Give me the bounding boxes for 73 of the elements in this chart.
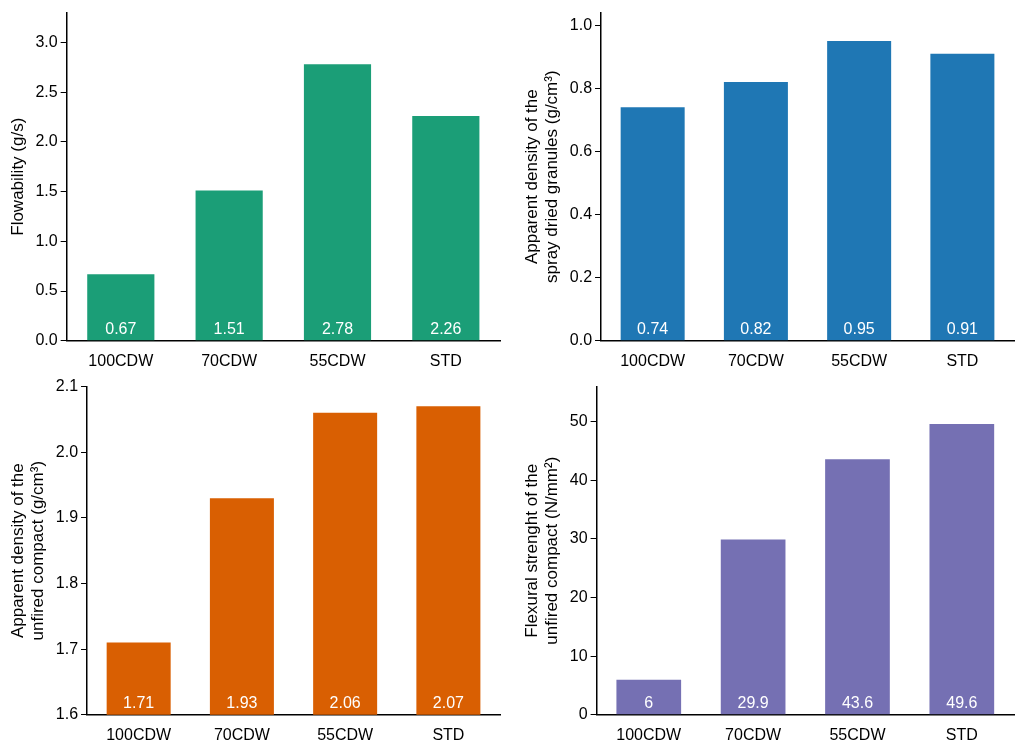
x-tick-label: 70CDW xyxy=(201,351,259,369)
y-tick-label: 0.0 xyxy=(569,331,593,349)
y-tick-label: 1.6 xyxy=(55,705,79,723)
bar xyxy=(412,116,480,341)
x-tick-label: 70CDW xyxy=(213,725,271,743)
data-label: 29.9 xyxy=(737,694,769,712)
y-tick-label: 2.5 xyxy=(35,82,58,100)
y-tick-label: 1.5 xyxy=(35,182,58,200)
y-tick-label: 0.8 xyxy=(569,78,593,96)
x-tick-label: STD xyxy=(432,725,465,743)
x-tick-label: STD xyxy=(429,351,462,369)
y-axis-title: Flexural strenght of the unfired compact (N/mm²) xyxy=(521,456,562,645)
data-label: 0.82 xyxy=(740,320,772,338)
y-tick-label: 0 xyxy=(578,705,588,723)
y-tick-label: 10 xyxy=(569,646,588,664)
y-tick-label: 1.7 xyxy=(55,639,79,657)
y-tick-label: 3.0 xyxy=(35,32,58,50)
data-label: 1.71 xyxy=(123,694,155,712)
bar xyxy=(723,82,788,341)
data-label: 0.74 xyxy=(637,320,669,338)
bar xyxy=(929,424,995,715)
bar xyxy=(930,53,995,341)
data-label: 2.06 xyxy=(329,694,361,712)
y-tick-label: 0.4 xyxy=(569,204,593,222)
x-tick-label: 100CDW xyxy=(616,725,683,743)
y-axis-title: Flowability (g/s) xyxy=(7,117,27,236)
data-label: 6 xyxy=(644,694,654,712)
x-tick-label: 70CDW xyxy=(725,725,783,743)
bar xyxy=(620,107,685,341)
data-label: 1.93 xyxy=(226,694,258,712)
data-label: 43.6 xyxy=(841,694,874,712)
x-tick-label: 100CDW xyxy=(106,725,173,743)
x-tick-label: 55CDW xyxy=(309,351,367,369)
data-label: 2.78 xyxy=(321,320,354,338)
x-tick-label: STD xyxy=(946,351,979,369)
bar xyxy=(87,274,155,341)
bar xyxy=(303,64,372,341)
x-tick-label: 70CDW xyxy=(727,351,785,369)
y-tick-label: 40 xyxy=(569,470,588,488)
bar xyxy=(827,41,892,341)
x-tick-label: STD xyxy=(945,725,978,743)
x-tick-label: 55CDW xyxy=(829,725,887,743)
y-tick-label: 0.6 xyxy=(569,141,593,159)
x-tick-label: 55CDW xyxy=(831,351,889,369)
data-label: 0.95 xyxy=(843,320,875,338)
y-tick-label: 50 xyxy=(569,412,588,430)
y-tick-label: 1.8 xyxy=(55,573,79,591)
bar xyxy=(720,539,786,715)
data-label: 2.07 xyxy=(432,694,465,712)
bar xyxy=(616,679,682,715)
y-tick-label: 0.5 xyxy=(35,281,58,299)
y-tick-label: 0.2 xyxy=(569,268,593,286)
x-tick-label: 55CDW xyxy=(317,725,375,743)
y-tick-label: 0.0 xyxy=(35,331,58,349)
y-tick-label: 20 xyxy=(569,587,588,605)
y-tick-label: 2.1 xyxy=(55,377,79,395)
bar xyxy=(195,190,263,341)
y-tick-label: 1.9 xyxy=(55,508,79,526)
data-label: 49.6 xyxy=(946,694,978,712)
x-tick-label: 100CDW xyxy=(88,351,155,369)
y-tick-label: 1.0 xyxy=(35,231,58,249)
bar xyxy=(825,459,890,715)
y-tick-label: 1.0 xyxy=(569,15,593,33)
data-label: 0.67 xyxy=(105,320,137,338)
y-axis-title: Apparent density of the spray dried granules (g/cm³) xyxy=(521,70,562,283)
y-tick-label: 2.0 xyxy=(35,132,58,150)
y-axis-title: Apparent density of the unfired compact (g/cm³) xyxy=(7,460,48,641)
y-tick-label: 2.0 xyxy=(55,442,79,460)
data-label: 0.91 xyxy=(946,320,979,338)
y-tick-label: 30 xyxy=(569,529,588,547)
data-label: 2.26 xyxy=(430,320,462,338)
x-tick-label: 100CDW xyxy=(620,351,687,369)
data-label: 1.51 xyxy=(213,320,245,338)
